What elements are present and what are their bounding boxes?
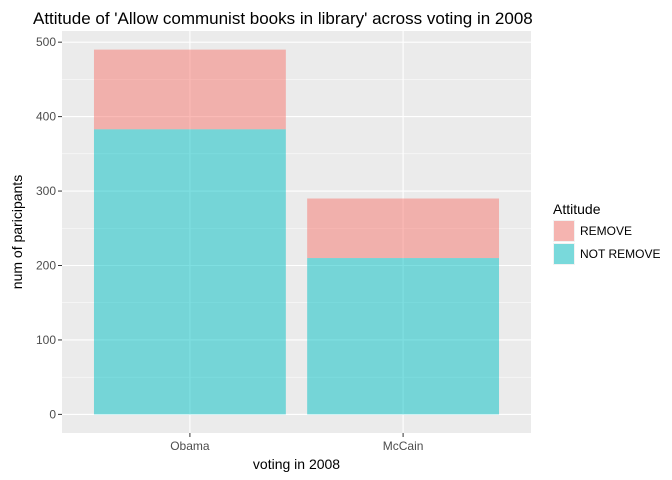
legend-key-not-remove bbox=[554, 244, 574, 264]
y-axis-title: num of paricipants bbox=[9, 175, 25, 289]
x-axis-title: voting in 2008 bbox=[253, 456, 340, 472]
bars bbox=[93, 49, 500, 415]
legend-label: NOT REMOVE bbox=[580, 247, 660, 261]
legend-label: REMOVE bbox=[580, 224, 632, 238]
y-tick-label: 0 bbox=[49, 407, 56, 421]
bar-not-remove-obama bbox=[93, 129, 286, 415]
y-tick-label: 400 bbox=[36, 110, 56, 124]
legend-key-remove bbox=[554, 221, 574, 241]
x-tick-label: Obama bbox=[170, 439, 210, 453]
y-tick-label: 200 bbox=[36, 259, 56, 273]
y-axis: 0 100 200 300 400 500 bbox=[36, 35, 62, 421]
y-tick-label: 500 bbox=[36, 35, 56, 49]
y-tick-label: 100 bbox=[36, 333, 56, 347]
y-tick-label: 300 bbox=[36, 184, 56, 198]
legend: Attitude REMOVE NOT REMOVE bbox=[553, 201, 660, 265]
x-tick-label: McCain bbox=[383, 439, 424, 453]
bar-remove-obama bbox=[93, 49, 286, 130]
bar-remove-mccain bbox=[307, 198, 500, 259]
chart-title: Attitude of 'Allow communist books in li… bbox=[33, 9, 533, 28]
legend-title: Attitude bbox=[553, 201, 601, 217]
x-axis: Obama McCain bbox=[170, 433, 423, 453]
bar-not-remove-mccain bbox=[307, 258, 500, 415]
